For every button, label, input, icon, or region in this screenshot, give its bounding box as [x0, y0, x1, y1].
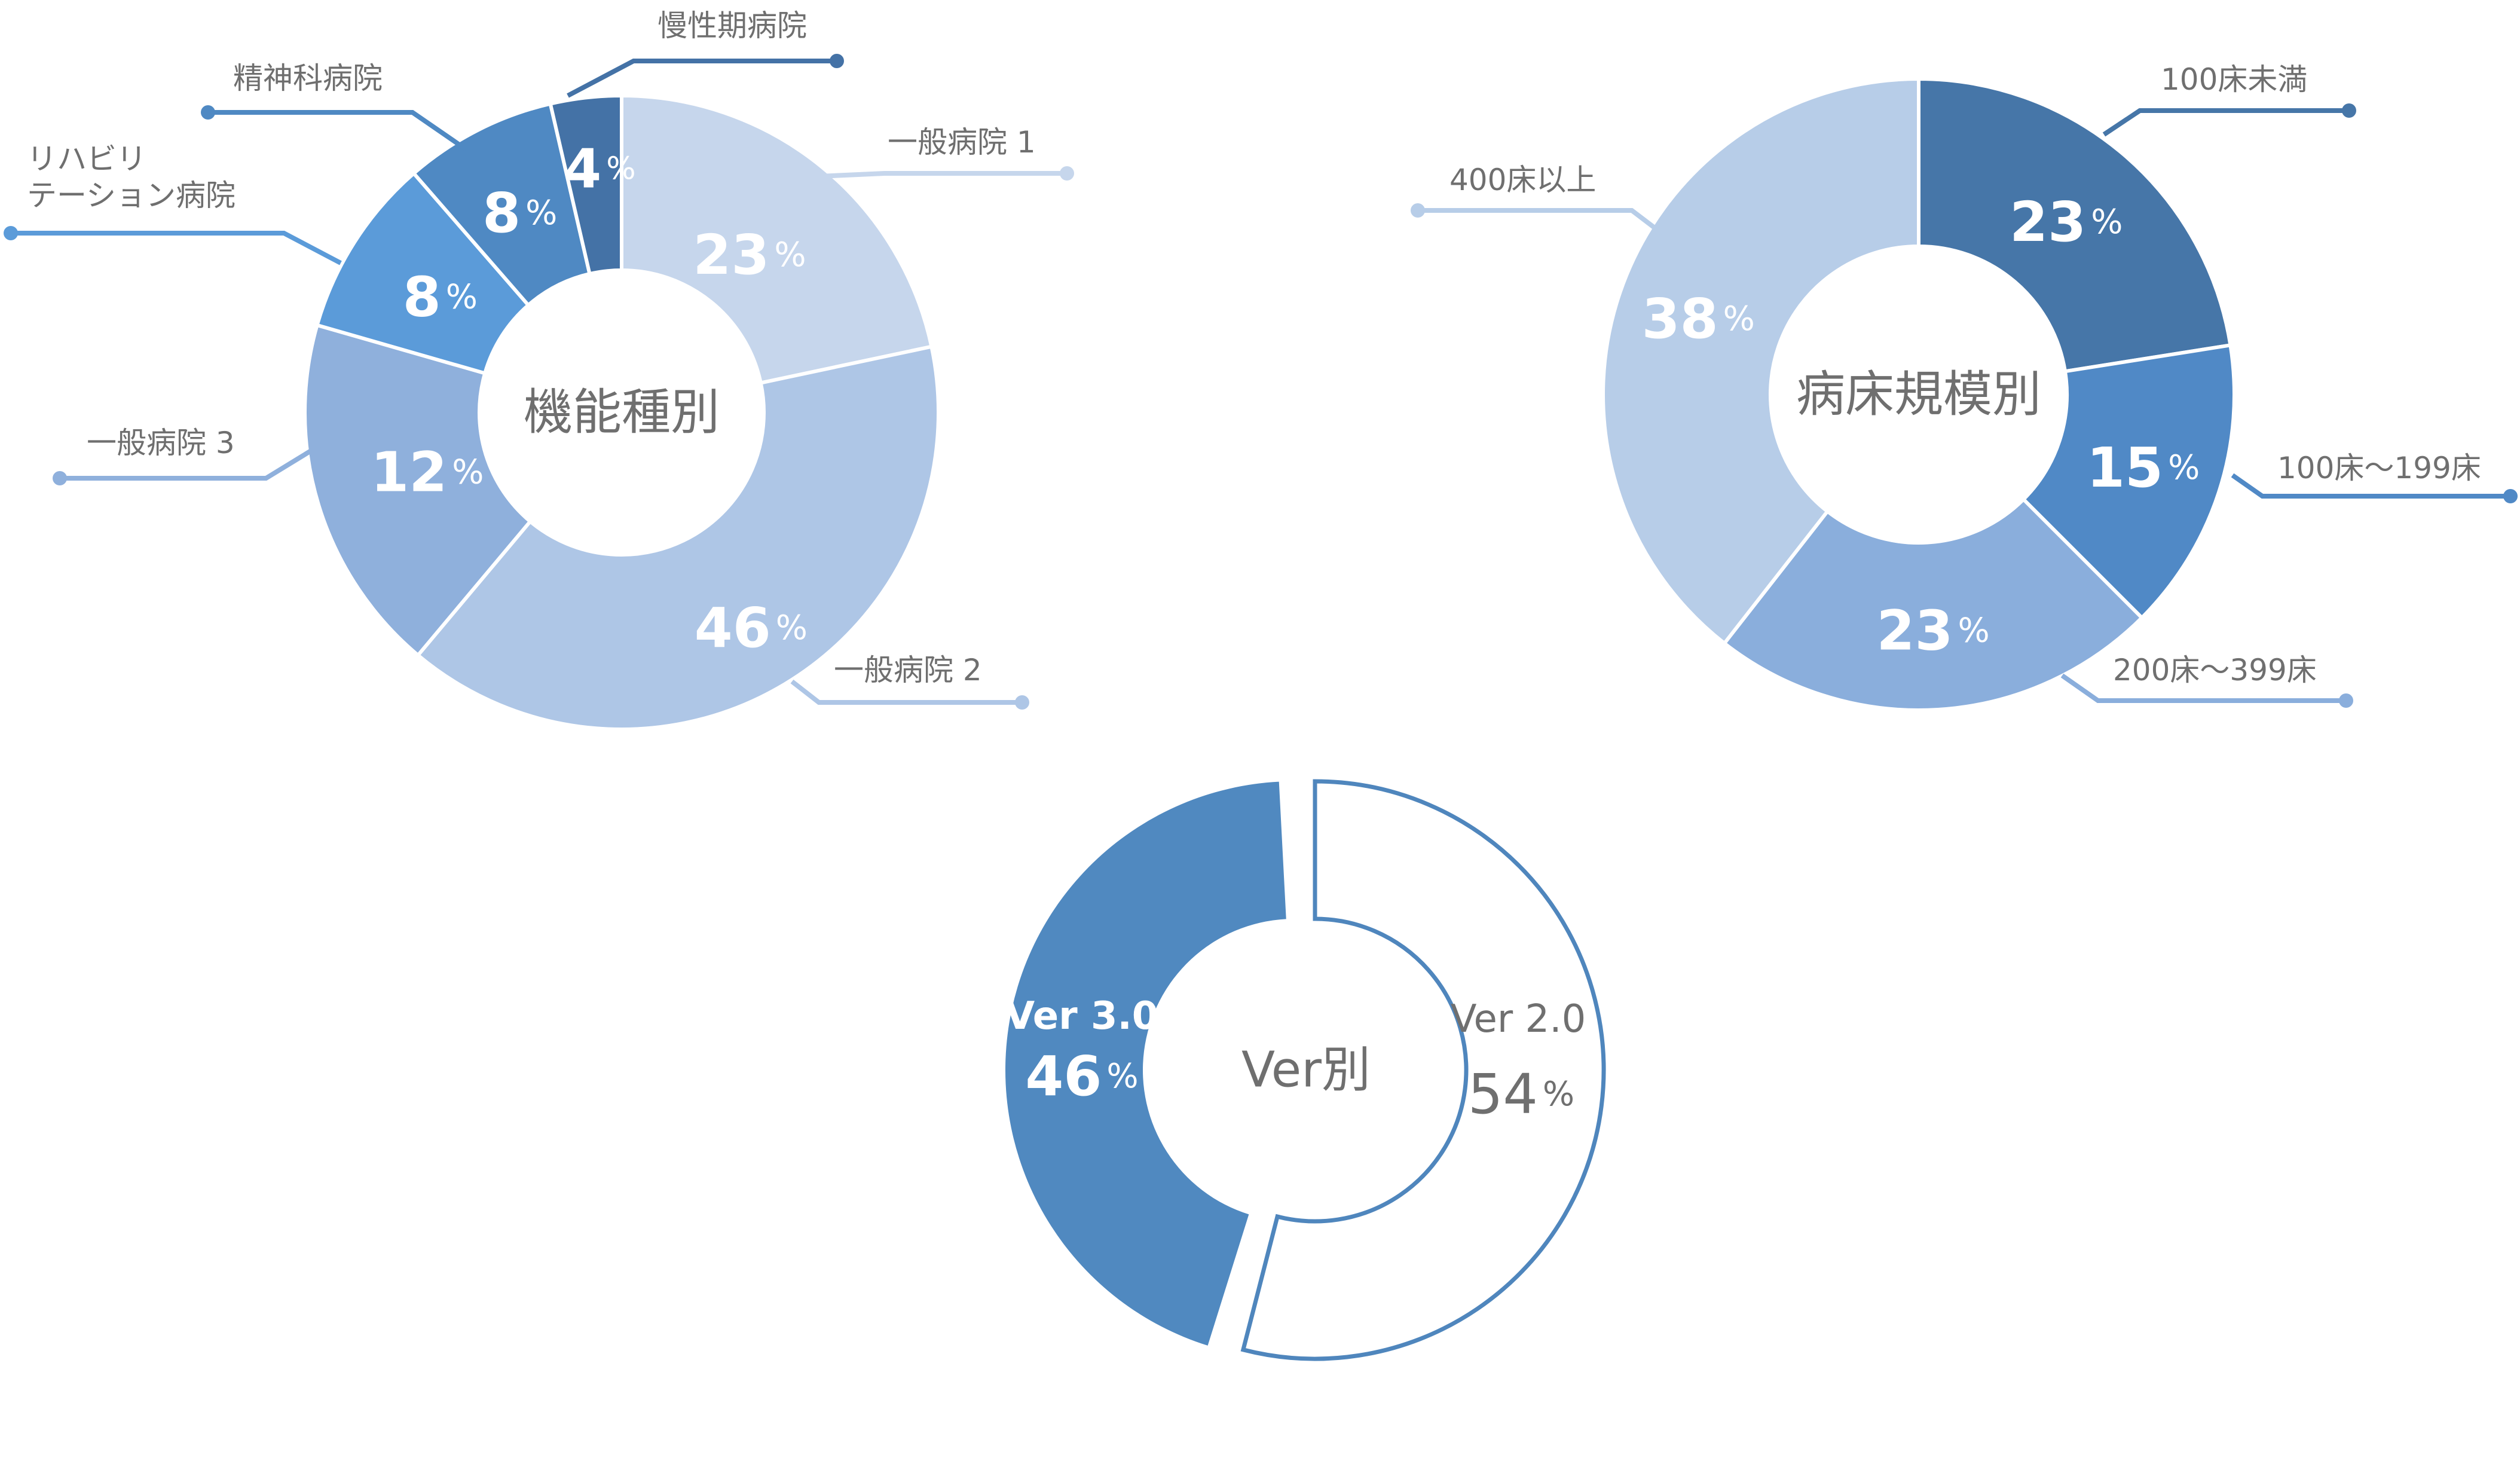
slice-2 — [1721, 497, 2145, 712]
category-label-1: 一般病院 2 — [834, 653, 982, 687]
chart-title: Ver別 — [1241, 1042, 1371, 1099]
pct-label-2: 12% — [371, 440, 484, 504]
callout-0-dot — [2342, 103, 2356, 118]
chart-title: 病床規模別 — [1796, 366, 2041, 423]
chart-title: 機能種別 — [524, 384, 720, 441]
category-label-1: 100床～199床 — [2277, 451, 2481, 485]
callout-3-line — [1418, 208, 1663, 236]
slice-0 — [1005, 781, 1286, 1346]
category-label-0: 一般病院 1 — [888, 125, 1036, 160]
callout-3-dot — [1411, 203, 1425, 218]
callout-3-dot — [4, 226, 18, 240]
category-label-0: 100床未満 — [2161, 62, 2307, 97]
pct-label-2: 23% — [1876, 598, 1989, 662]
pct-label-0: 23% — [2010, 190, 2123, 254]
pct-label-1: 15% — [2087, 436, 2200, 500]
pct-label-1: 46% — [695, 596, 808, 660]
callout-1-dot — [2503, 489, 2518, 503]
callout-4-dot — [201, 105, 215, 120]
category-label-0: Ver 3.0 — [1005, 994, 1159, 1038]
callout-2-dot — [53, 471, 67, 485]
donut-chart-bed-size: 23 % 15 % 23 % 38 % 100床未満 100床～199床 200床～399床 400床… — [1411, 62, 2518, 712]
callout-1-line — [2231, 473, 2510, 499]
callout-1-line — [790, 679, 1022, 705]
category-label-5: 慢性期病院 — [657, 8, 807, 43]
slice-0 — [1917, 77, 2232, 374]
slice-5 — [548, 93, 623, 276]
pct-label-3: 38% — [1642, 287, 1755, 351]
donut-chart-version: Ver 3.0 46 % Ver 2.0 54 % Ver別 — [1005, 779, 1606, 1361]
slice-1 — [1240, 779, 1606, 1361]
callout-2-line — [2060, 673, 2346, 703]
category-label-2: 一般病院 3 — [87, 426, 235, 460]
pct-label-1: 54% — [1468, 1062, 1574, 1126]
callout-3-line — [11, 231, 342, 265]
pct-label-3: 8% — [403, 265, 478, 329]
callout-0-line — [818, 171, 1067, 179]
category-label-1: Ver 2.0 — [1451, 997, 1586, 1041]
callout-2-line — [60, 443, 322, 481]
pct-label-0: 46% — [1025, 1044, 1138, 1108]
slice-1 — [415, 344, 940, 731]
category-label-3: リハビリテーション病院 — [27, 142, 236, 213]
callout-4-line — [208, 110, 468, 152]
callout-2-dot — [2339, 693, 2353, 708]
pct-label-0: 23% — [693, 222, 806, 286]
slice-3 — [1601, 77, 1920, 646]
callout-5-dot — [830, 54, 844, 68]
category-label-2: 200床～399床 — [2113, 653, 2317, 687]
callout-5-line — [567, 59, 837, 98]
slice-2 — [303, 323, 533, 658]
slice-3 — [314, 170, 531, 376]
callout-0-dot — [1060, 166, 1074, 181]
slice-0 — [620, 93, 934, 386]
category-label-3: 400床以上 — [1449, 163, 1596, 197]
pct-label-5: 4% — [564, 137, 636, 200]
callout-0-line — [2102, 108, 2349, 137]
pct-label-4: 8% — [482, 181, 557, 244]
callout-1-dot — [1015, 695, 1029, 710]
category-label-4: 精神科病院 — [233, 61, 383, 96]
